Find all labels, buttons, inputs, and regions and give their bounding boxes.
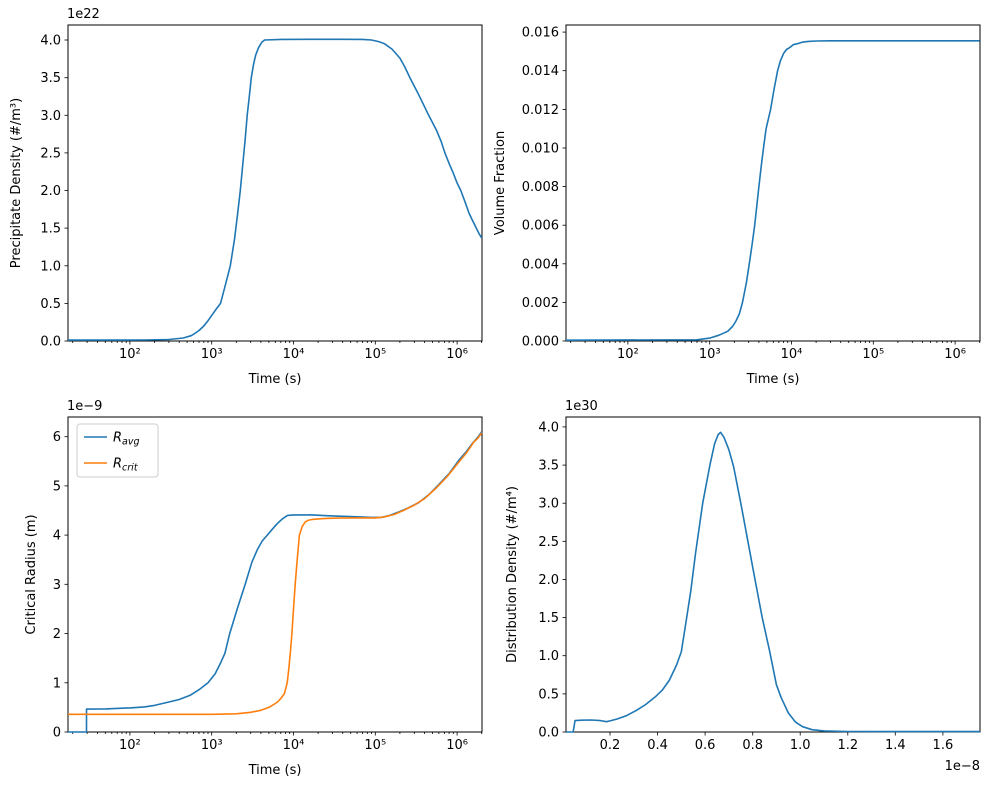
x-tick-label: 10⁵: [862, 347, 884, 362]
y-tick-label: 0.012: [522, 103, 559, 118]
y-tick-label: 0.5: [40, 297, 61, 312]
y-tick-label: 1.5: [538, 611, 559, 626]
x-axis-label: Time (s): [248, 763, 302, 778]
y-tick-label: 3.5: [40, 71, 61, 86]
x-axis-label: Time (s): [248, 372, 302, 387]
y-tick-label: 0.5: [538, 687, 559, 702]
y-tick-label: 6: [53, 430, 61, 445]
y-offset-label: 1e30: [565, 399, 598, 414]
y-tick-label: 0.002: [522, 296, 559, 311]
y-tick-label: 0.016: [522, 26, 559, 41]
x-offset-label: 1e−8: [945, 759, 980, 774]
y-offset-label: 1e−9: [67, 399, 102, 414]
x-tick-label: 0.6: [695, 738, 716, 753]
subplot-volume-fraction: 10² 10³ 10⁴ 10⁵ 10⁶ 0.000 0.002 0.004 0.006 0.008…: [493, 24, 981, 387]
y-tick-label: 4.0: [40, 34, 61, 49]
y-tick-label: 1.5: [40, 222, 61, 237]
y-tick-label: 0.014: [522, 64, 559, 79]
x-tick-label: 10⁴: [283, 738, 305, 753]
y-tick-label: 3.0: [538, 497, 559, 512]
subplot-critical-radius: 10² 10³ 10⁴ 10⁵ 10⁶ 0 1 2 3 4 5 6 Time (s) Critical R…: [24, 399, 483, 778]
x-tick-label: 10²: [119, 738, 141, 753]
x-tick-label: 10³: [699, 347, 721, 362]
y-tick-label: 0.008: [522, 180, 559, 195]
axes-frame: [67, 416, 483, 733]
subplot-precipitate-density: 10² 10³ 10⁴ 10⁵ 10⁶ 0.0 0.5 1.0 1.5 2.0 2.5 3.0 3.5 4…: [9, 7, 483, 387]
y-tick-label: 1: [53, 676, 61, 691]
x-tick-label: 0.8: [742, 738, 763, 753]
x-tick-label: 1.2: [837, 738, 858, 753]
x-tick-label: 10⁵: [364, 738, 386, 753]
x-tick-label: 10²: [617, 347, 639, 362]
x-tick-label: 1.6: [933, 738, 954, 753]
y-tick-label: 1.0: [40, 259, 61, 274]
x-tick-label: 1.4: [885, 738, 906, 753]
x-axis-label: Time (s): [746, 372, 800, 387]
y-tick-label: 0.0: [538, 726, 559, 741]
series-volume-fraction: [565, 40, 980, 341]
x-tick-label: 10⁶: [446, 738, 468, 753]
axes-frame: [565, 24, 981, 342]
y-tick-label: 2.5: [40, 146, 61, 161]
axes-frame: [67, 24, 483, 342]
y-tick-label: 0.000: [522, 335, 559, 350]
y-tick-label: 2: [53, 627, 61, 642]
legend-label: Rcrit: [113, 457, 139, 474]
axes-frame: [565, 416, 981, 733]
y-tick-label: 3.5: [538, 459, 559, 474]
x-tick-label: 10³: [201, 738, 223, 753]
y-offset-label: 1e22: [67, 7, 100, 22]
x-tick-label: 10²: [119, 347, 141, 362]
y-tick-label: 2.0: [538, 573, 559, 588]
y-tick-label: 4.0: [538, 420, 559, 435]
x-tick-label: 10⁶: [944, 347, 966, 362]
y-tick-label: 1.0: [538, 649, 559, 664]
x-tick-label: 0.2: [600, 738, 621, 753]
y-axis-label: Critical Radius (m): [24, 514, 39, 634]
y-tick-label: 0: [53, 726, 61, 741]
series-precipitate-density: [67, 38, 483, 341]
y-tick-label: 2.0: [40, 184, 61, 199]
series-R-crit: [68, 432, 483, 716]
x-tick-label: 10⁴: [283, 347, 305, 362]
series-distribution-density: [566, 431, 980, 733]
y-axis-label: Volume Fraction: [493, 131, 508, 235]
x-tick-label: 10⁴: [781, 347, 803, 362]
subplot-distribution-density: 0.2 0.4 0.6 0.8 1.0 1.2 1.4 1.6 0.0 0.5 1.0 1.5 2.0 2…: [505, 399, 981, 774]
y-axis-label: Distribution Density (#/m⁴): [505, 486, 520, 663]
y-tick-label: 0.010: [522, 141, 559, 156]
x-tick-label: 10³: [201, 347, 223, 362]
y-tick-label: 2.5: [538, 535, 559, 550]
x-tick-label: 10⁵: [364, 347, 386, 362]
y-axis-label: Precipitate Density (#/m³): [9, 98, 24, 268]
y-tick-label: 5: [53, 479, 61, 494]
y-tick-label: 3.0: [40, 109, 61, 124]
y-tick-label: 0.006: [522, 219, 559, 234]
legend-label: Ravg: [113, 431, 140, 448]
x-tick-label: 1.0: [790, 738, 811, 753]
y-tick-label: 4: [53, 529, 61, 544]
y-tick-label: 3: [53, 578, 61, 593]
y-tick-label: 0.004: [522, 257, 559, 272]
y-tick-label: 0.0: [40, 335, 61, 350]
x-tick-label: 10⁶: [446, 347, 468, 362]
x-tick-label: 0.4: [647, 738, 668, 753]
